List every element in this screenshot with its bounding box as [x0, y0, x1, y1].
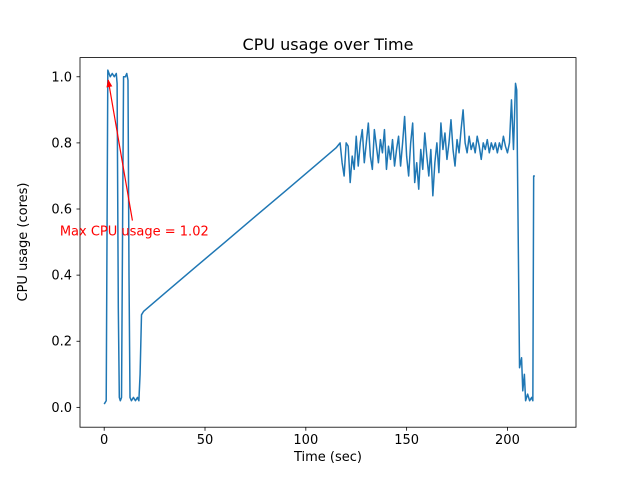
- x-axis-label: Time (sec): [293, 450, 362, 465]
- annotation-arrow: [106, 79, 134, 221]
- y-tick-label: 0.4: [51, 269, 72, 284]
- y-tick-label: 0.6: [51, 203, 72, 218]
- x-tick-label: 200: [495, 433, 520, 448]
- y-tick-label: 1.0: [51, 70, 72, 85]
- x-tick-label: 0: [100, 433, 108, 448]
- plot-frame: [79, 57, 577, 428]
- y-axis-label: CPU usage (cores): [16, 183, 31, 302]
- y-tick-label: 0.8: [51, 136, 72, 151]
- y-tick-label: 0.2: [51, 335, 72, 350]
- annotation-text: Max CPU usage = 1.02: [60, 224, 209, 239]
- x-tick-label: 100: [293, 433, 318, 448]
- axes-layer: 0 50 100 150 200 0.0 0.2 0.4 0.6 0.8 1.0: [51, 57, 577, 448]
- x-tick-label: 50: [197, 433, 214, 448]
- cpu-usage-line: [103, 69, 535, 405]
- x-tick-label: 150: [394, 433, 419, 448]
- y-tick-label: 0.0: [51, 401, 72, 416]
- chart-title: CPU usage over Time: [243, 35, 414, 54]
